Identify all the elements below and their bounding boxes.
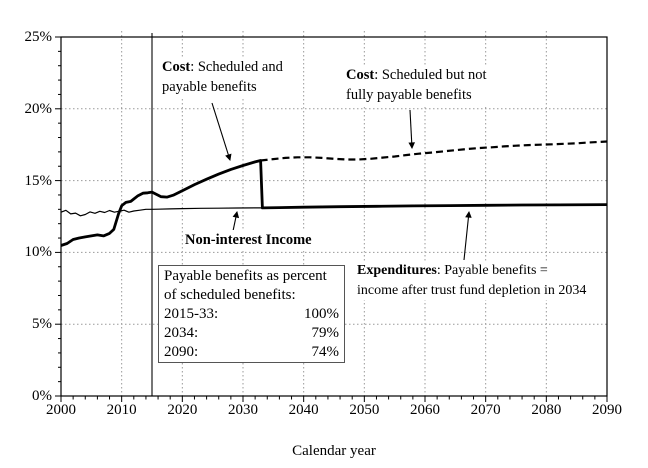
y-tick-label: 25% (24, 29, 53, 45)
cost-scheduled-annotation-bold: Cost (346, 67, 375, 83)
cost-payable-annotation: Cost: Scheduled and payable benefits (160, 57, 285, 97)
cost-scheduled-annotation: Cost: Scheduled but not fully payable ben… (344, 65, 489, 105)
x-axis-title: Calendar year (292, 443, 376, 459)
series-line-1 (60, 159, 608, 247)
info-box-line2: of scheduled benefits: (164, 287, 296, 303)
info-row-value: 100% (304, 306, 339, 322)
x-tick-label: 2060 (410, 402, 440, 418)
x-tick-label: 2050 (349, 402, 380, 418)
expenditures-annotation-line2: income after trust fund depletion in 203… (357, 282, 587, 298)
expenditures-annotation-text: : Payable benefits = (436, 263, 548, 278)
cost-payable-annotation-bold: Cost (162, 59, 191, 75)
info-row-label: 2034: (164, 325, 199, 341)
series-line-2 (260, 140, 608, 162)
info-box-line1: Payable benefits as percent (164, 268, 327, 284)
y-tick-label: 20% (24, 100, 53, 117)
x-tick-label: 2000 (46, 402, 76, 418)
y-tick-label: 5% (32, 316, 52, 333)
cost-scheduled-annotation-text: : Scheduled but not (374, 67, 487, 83)
annotation-arrow-3 (463, 211, 472, 261)
non-interest-income-annotation: Non-interest Income (183, 230, 314, 250)
info-box-row: 2015-33: 100% (164, 305, 339, 324)
payable-benefits-info-box: Payable benefits as percent of scheduled… (158, 265, 345, 363)
expenditures-annotation: Expenditures: Payable benefits = income a… (355, 261, 589, 300)
y-tick-label: 0% (32, 388, 52, 404)
cost-scheduled-annotation-line2: fully payable benefits (346, 87, 472, 103)
y-tick-label: 10% (24, 244, 53, 261)
x-tick-label: 2010 (106, 402, 137, 418)
expenditures-annotation-bold: Expenditures (357, 263, 437, 278)
cost-payable-annotation-line2: payable benefits (162, 79, 257, 95)
x-tick-label: 2030 (228, 402, 258, 418)
info-row-label: 2090: (164, 344, 199, 360)
x-tick-label: 2040 (288, 402, 319, 418)
x-tick-label: 2080 (531, 402, 562, 418)
x-tick-label: 2020 (167, 402, 198, 418)
info-box-row: 2034: 79% (164, 324, 339, 343)
info-box-row: 2090: 74% (164, 343, 339, 362)
x-tick-label: 2090 (592, 402, 622, 418)
info-row-value: 74% (311, 344, 340, 360)
annotation-arrow-2 (232, 211, 240, 232)
cost-payable-annotation-text: : Scheduled and (190, 59, 283, 75)
info-row-label: 2015-33: (164, 306, 219, 322)
annotation-arrow-1 (408, 109, 416, 149)
info-row-value: 79% (311, 325, 340, 341)
y-tick-label: 15% (24, 172, 53, 189)
x-tick-label: 2070 (470, 402, 501, 418)
annotation-arrow-0 (211, 102, 232, 161)
